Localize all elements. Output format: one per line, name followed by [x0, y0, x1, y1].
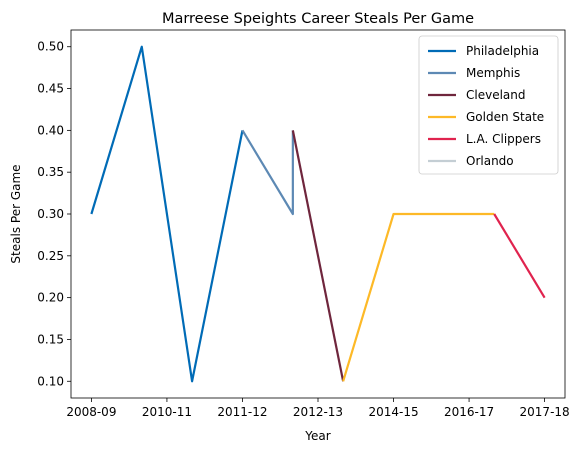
x-tick-label: 2016-17	[444, 405, 494, 419]
legend-label: Cleveland	[466, 88, 526, 102]
legend-label: L.A. Clippers	[466, 132, 541, 146]
x-axis: 2008-09 2010-11 2011-12 2012-13 2014-15 2016-…	[66, 398, 570, 419]
y-axis-title: Steals Per Game	[9, 164, 23, 263]
series-line-l-a-clippers	[493, 213, 546, 299]
y-tick-label: 0.20	[37, 291, 64, 305]
x-tick-label: 2010-11	[142, 405, 192, 419]
x-tick-label: 2017-18	[520, 405, 570, 419]
y-tick-label: 0.40	[37, 123, 64, 137]
x-tick-label: 2012-13	[293, 405, 343, 419]
legend-label: Philadelphia	[466, 44, 539, 58]
series-line-philadelphia	[90, 45, 244, 383]
legend-label: Golden State	[466, 110, 544, 124]
y-tick-label: 0.50	[37, 40, 64, 54]
series-line-cleveland	[291, 130, 345, 382]
chart-title: Marreese Speights Career Steals Per Game	[162, 11, 474, 27]
x-tick-label: 2008-09	[66, 405, 116, 419]
series-line-golden-state	[342, 212, 495, 382]
legend-label: Memphis	[466, 66, 520, 80]
plot-area	[90, 45, 546, 383]
y-tick-label: 0.35	[37, 165, 64, 179]
y-tick-label: 0.10	[37, 374, 64, 388]
legend: Philadelphia Memphis Cleveland Golden State…	[418, 35, 559, 175]
x-tick-label: 2014-15	[368, 405, 418, 419]
x-tick-label: 2011-12	[217, 405, 267, 419]
x-axis-title: Year	[304, 429, 330, 443]
y-tick-label: 0.45	[37, 82, 64, 96]
y-axis: 0.10 0.15 0.20 0.25 0.30 0.35 0.40 0.45 0.50	[37, 40, 71, 388]
y-tick-label: 0.15	[37, 332, 64, 346]
legend-label: Orlando	[466, 154, 514, 168]
series-line-memphis	[241, 129, 294, 216]
y-tick-label: 0.25	[37, 249, 64, 263]
y-tick-label: 0.30	[37, 207, 64, 221]
